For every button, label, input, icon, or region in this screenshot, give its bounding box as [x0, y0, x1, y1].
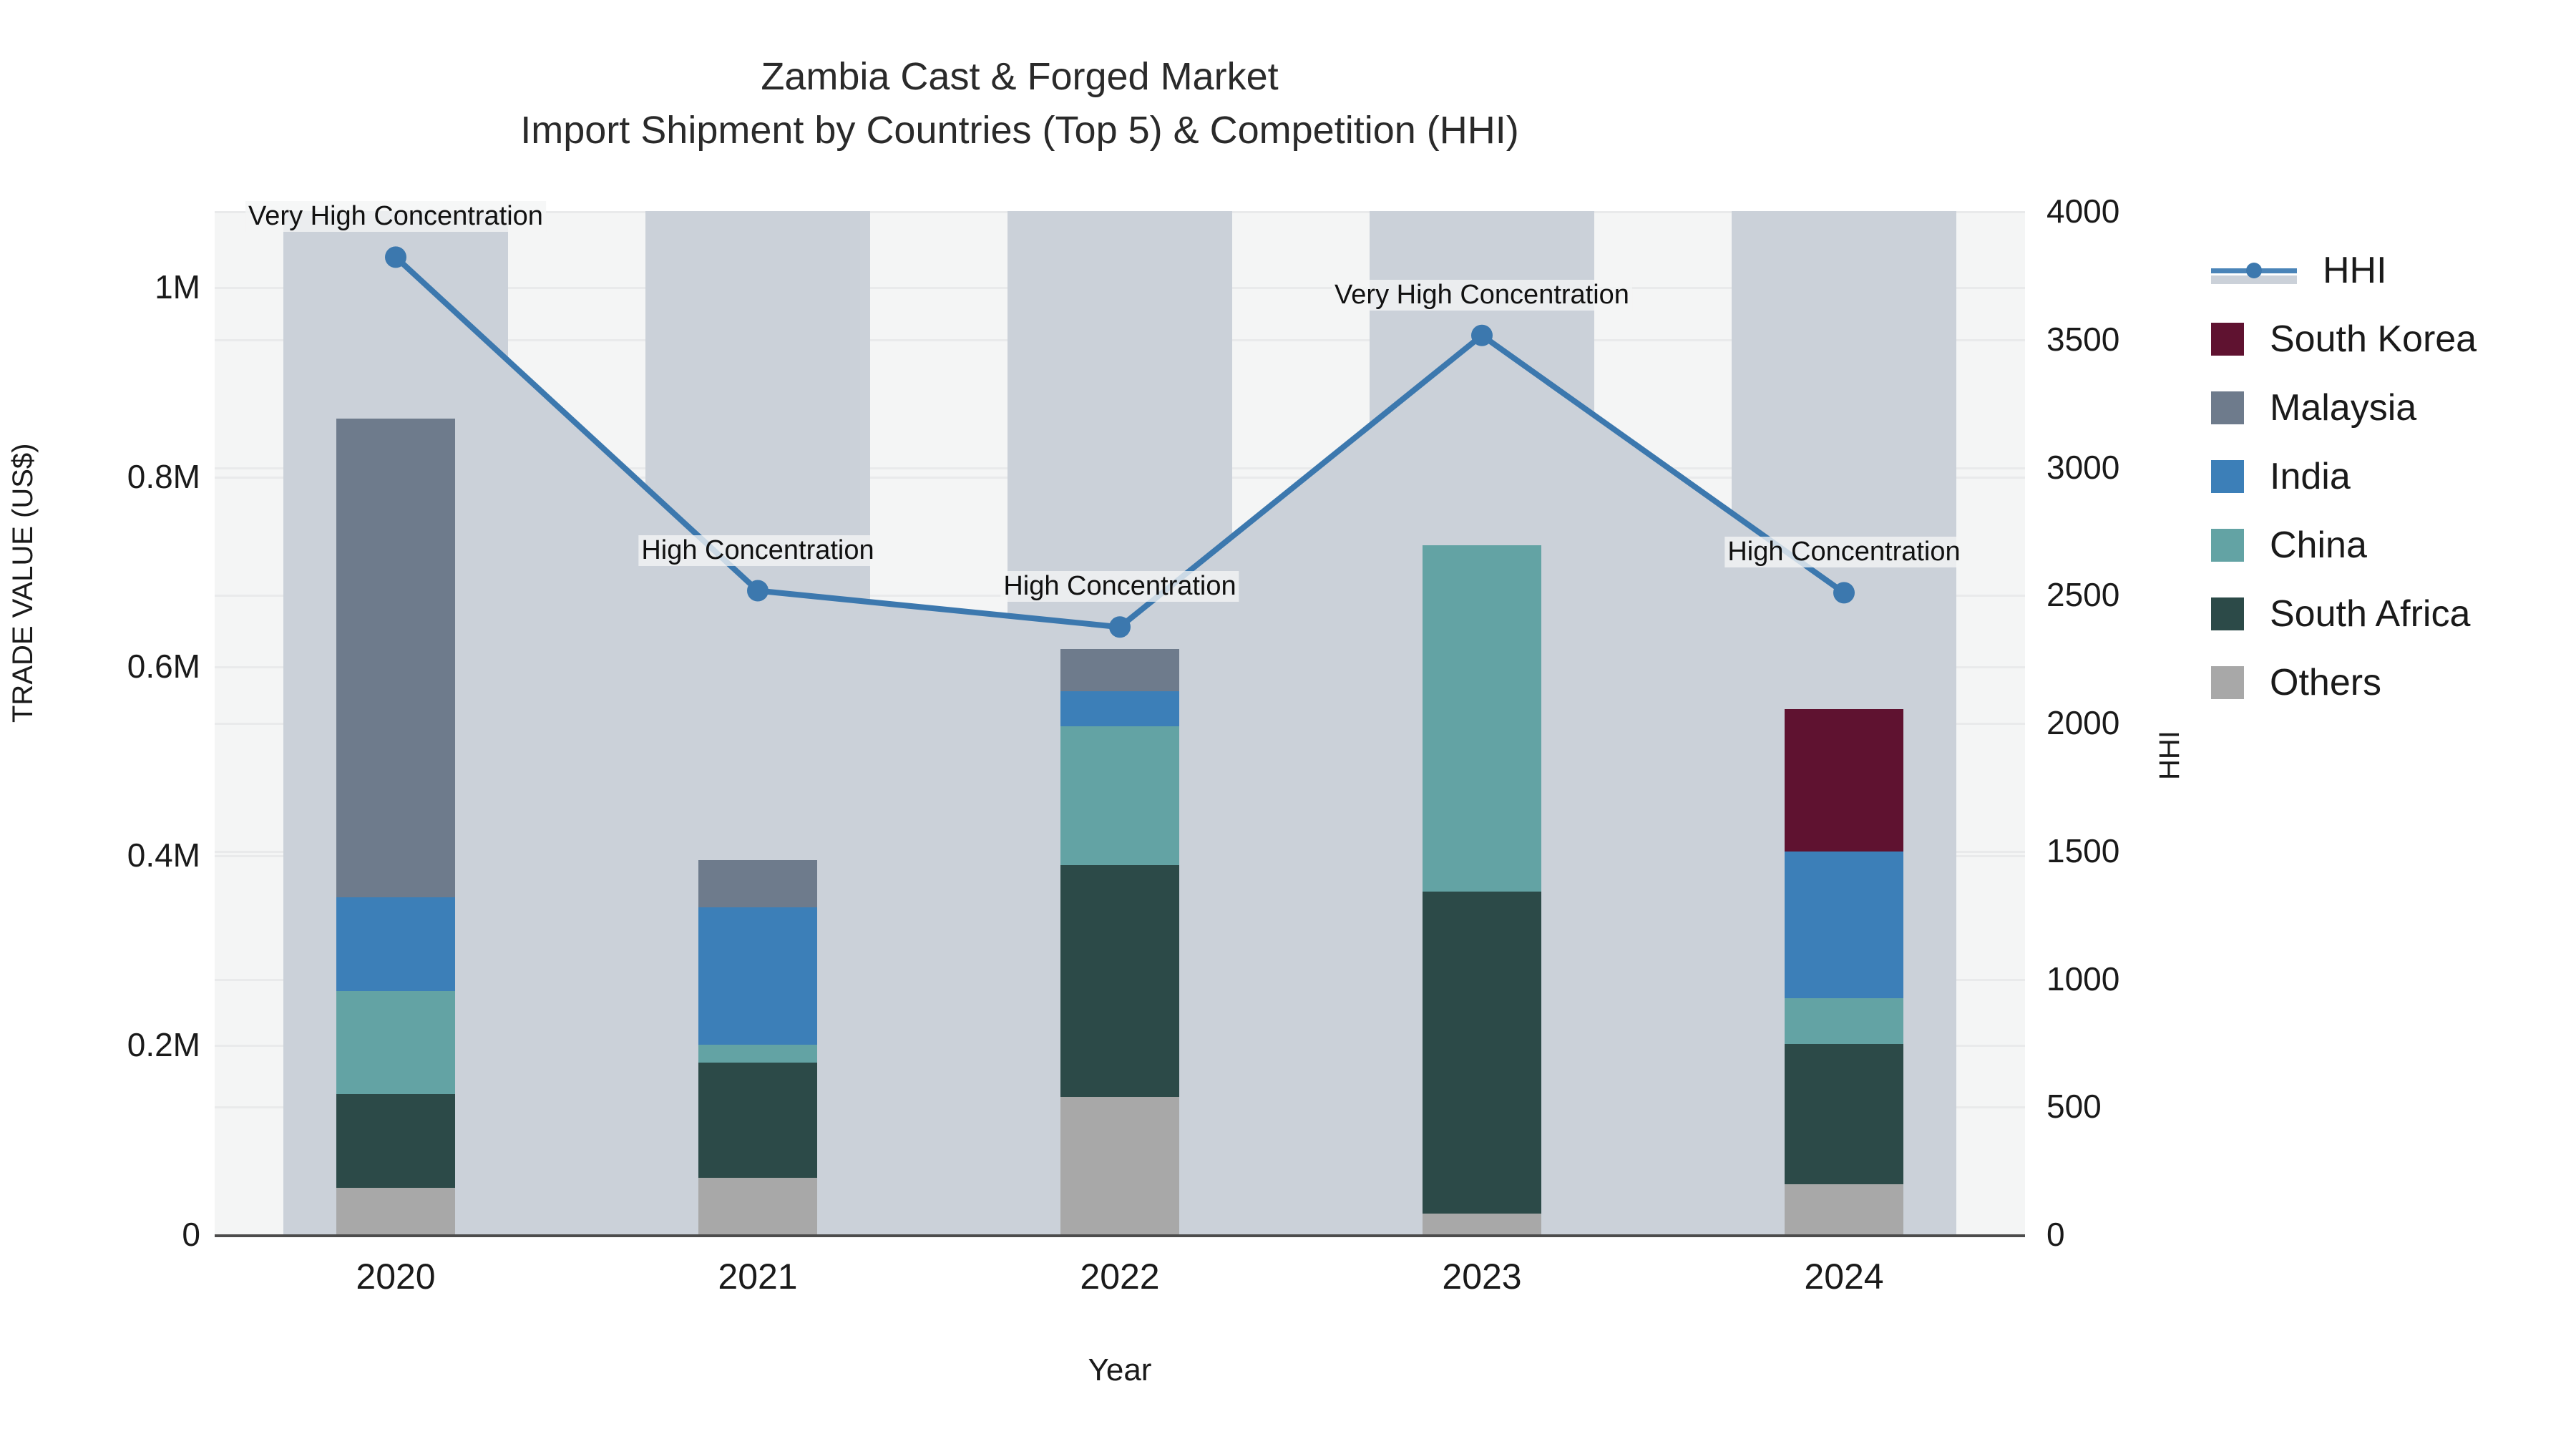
x-axis-tick: 2020 — [356, 1257, 436, 1297]
legend-label: South Africa — [2270, 593, 2471, 635]
bar-segment-china[interactable] — [698, 1045, 818, 1063]
y-axis-left-tick: 0.4M — [127, 836, 200, 874]
hhi-marker[interactable] — [385, 246, 406, 268]
concentration-annotation: High Concentration — [1000, 571, 1239, 602]
bar-segment-others[interactable] — [698, 1177, 818, 1234]
y-axis-right-tick: 4000 — [2046, 192, 2120, 230]
concentration-annotation: High Concentration — [638, 535, 877, 566]
y-axis-right-tick: 2500 — [2046, 576, 2120, 614]
y-axis-right-tick: 500 — [2046, 1088, 2102, 1126]
y-axis-right-tick: 1500 — [2046, 831, 2120, 869]
x-axis-line — [215, 1234, 2025, 1237]
legend-item-south-africa[interactable]: South Africa — [2211, 580, 2477, 648]
legend-swatch — [2211, 597, 2244, 630]
legend-swatch — [2211, 391, 2244, 424]
bar-segment-china[interactable] — [1422, 545, 1542, 892]
bar-segment-south-africa[interactable] — [1784, 1043, 1904, 1184]
y-axis-right-tick: 2000 — [2046, 704, 2120, 741]
bar-segment-others[interactable] — [1784, 1184, 1904, 1234]
bar-segment-india[interactable] — [1784, 852, 1904, 999]
legend-swatch — [2211, 666, 2244, 699]
y-axis-right-label: HHI — [2154, 731, 2185, 780]
chart-title-line2: Import Shipment by Countries (Top 5) & C… — [520, 108, 1519, 152]
bar-segment-south-africa[interactable] — [1060, 864, 1180, 1098]
hhi-marker[interactable] — [747, 580, 769, 602]
legend-item-china[interactable]: China — [2211, 511, 2477, 580]
bar-segment-others[interactable] — [1422, 1213, 1542, 1234]
legend-swatch — [2211, 460, 2244, 493]
x-axis-tick: 2024 — [1804, 1257, 1884, 1297]
bar-segment-malaysia[interactable] — [698, 860, 818, 908]
legend-item-south-korea[interactable]: South Korea — [2211, 305, 2477, 374]
legend-label: Malaysia — [2270, 387, 2417, 429]
bar-segment-south-africa[interactable] — [1422, 891, 1542, 1214]
stacked-bar[interactable] — [1060, 211, 1180, 1234]
stacked-bar[interactable] — [336, 211, 456, 1234]
y-axis-left-tick: 0.2M — [127, 1026, 200, 1064]
y-axis-right-tick: 3000 — [2046, 448, 2120, 486]
y-axis-left-label: TRADE VALUE (US$) — [7, 443, 39, 723]
x-axis-tick: 2022 — [1080, 1257, 1160, 1297]
chart-title: Zambia Cast & Forged Market Import Shipm… — [0, 50, 2039, 157]
legend: HHI South Korea Malaysia India China South Af… — [2211, 236, 2477, 717]
legend-item-others[interactable]: Others — [2211, 648, 2477, 717]
hhi-marker[interactable] — [1471, 324, 1493, 346]
legend-label: Others — [2270, 662, 2382, 703]
legend-line-marker — [2211, 254, 2297, 287]
concentration-annotation: High Concentration — [1724, 537, 1963, 568]
legend-label: South Korea — [2270, 318, 2477, 360]
legend-item-india[interactable]: India — [2211, 442, 2477, 511]
hhi-marker[interactable] — [1833, 582, 1855, 604]
y-axis-left-tick: 0 — [182, 1216, 200, 1253]
legend-item-malaysia[interactable]: Malaysia — [2211, 374, 2477, 442]
bar-segment-others[interactable] — [1060, 1097, 1180, 1234]
bar-segment-india[interactable] — [336, 897, 456, 991]
bar-segment-china[interactable] — [336, 990, 456, 1095]
stacked-bar[interactable] — [1784, 211, 1904, 1234]
bar-segment-south-korea[interactable] — [1784, 709, 1904, 852]
bar-segment-others[interactable] — [336, 1188, 456, 1234]
legend-item-hhi[interactable]: HHI — [2211, 236, 2477, 305]
stacked-bar[interactable] — [698, 211, 818, 1234]
y-axis-right-tick: 0 — [2046, 1216, 2065, 1253]
plot-area — [215, 211, 2025, 1236]
legend-label: China — [2270, 525, 2367, 566]
chart-title-line1: Zambia Cast & Forged Market — [761, 55, 1279, 98]
y-axis-right-tick: 3500 — [2046, 320, 2120, 358]
hhi-line-overlay — [385, 246, 1855, 638]
bar-segment-south-africa[interactable] — [336, 1094, 456, 1189]
hhi-marker[interactable] — [1109, 616, 1131, 638]
legend-swatch — [2211, 323, 2244, 356]
x-axis-tick: 2023 — [1442, 1257, 1522, 1297]
bar-segment-india[interactable] — [1060, 691, 1180, 727]
bar-segment-china[interactable] — [1060, 726, 1180, 865]
x-axis-tick: 2021 — [718, 1257, 798, 1297]
stacked-bar[interactable] — [1422, 211, 1542, 1234]
concentration-annotation: Very High Concentration — [245, 201, 546, 233]
legend-swatch — [2211, 529, 2244, 562]
concentration-annotation: Very High Concentration — [1332, 279, 1632, 311]
legend-label: HHI — [2323, 250, 2387, 291]
bar-segment-south-africa[interactable] — [698, 1063, 818, 1178]
bar-segment-india[interactable] — [698, 907, 818, 1045]
y-axis-right-tick: 1000 — [2046, 960, 2120, 997]
bar-segment-malaysia[interactable] — [1060, 648, 1180, 692]
y-axis-left-tick: 1M — [155, 268, 200, 306]
bar-segment-malaysia[interactable] — [336, 418, 456, 897]
x-axis-label: Year — [1088, 1352, 1152, 1387]
y-axis-left-tick: 0.8M — [127, 457, 200, 495]
legend-label: India — [2270, 456, 2351, 497]
y-axis-left-tick: 0.6M — [127, 647, 200, 685]
bar-segment-china[interactable] — [1784, 998, 1904, 1044]
